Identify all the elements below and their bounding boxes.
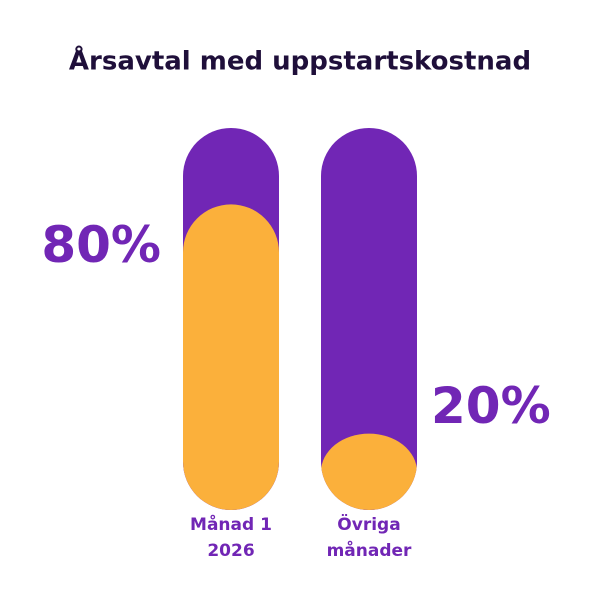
category-label: Månad 1 2026 [190, 515, 272, 561]
chart-title: Årsavtal med uppstartskostnad [69, 45, 531, 77]
value-label: 20% [431, 377, 551, 435]
bar [183, 204, 279, 510]
value-label: 80% [41, 216, 161, 274]
bar [321, 433, 417, 510]
category-label: Övriga månader [326, 515, 412, 561]
bar-track [321, 128, 417, 510]
